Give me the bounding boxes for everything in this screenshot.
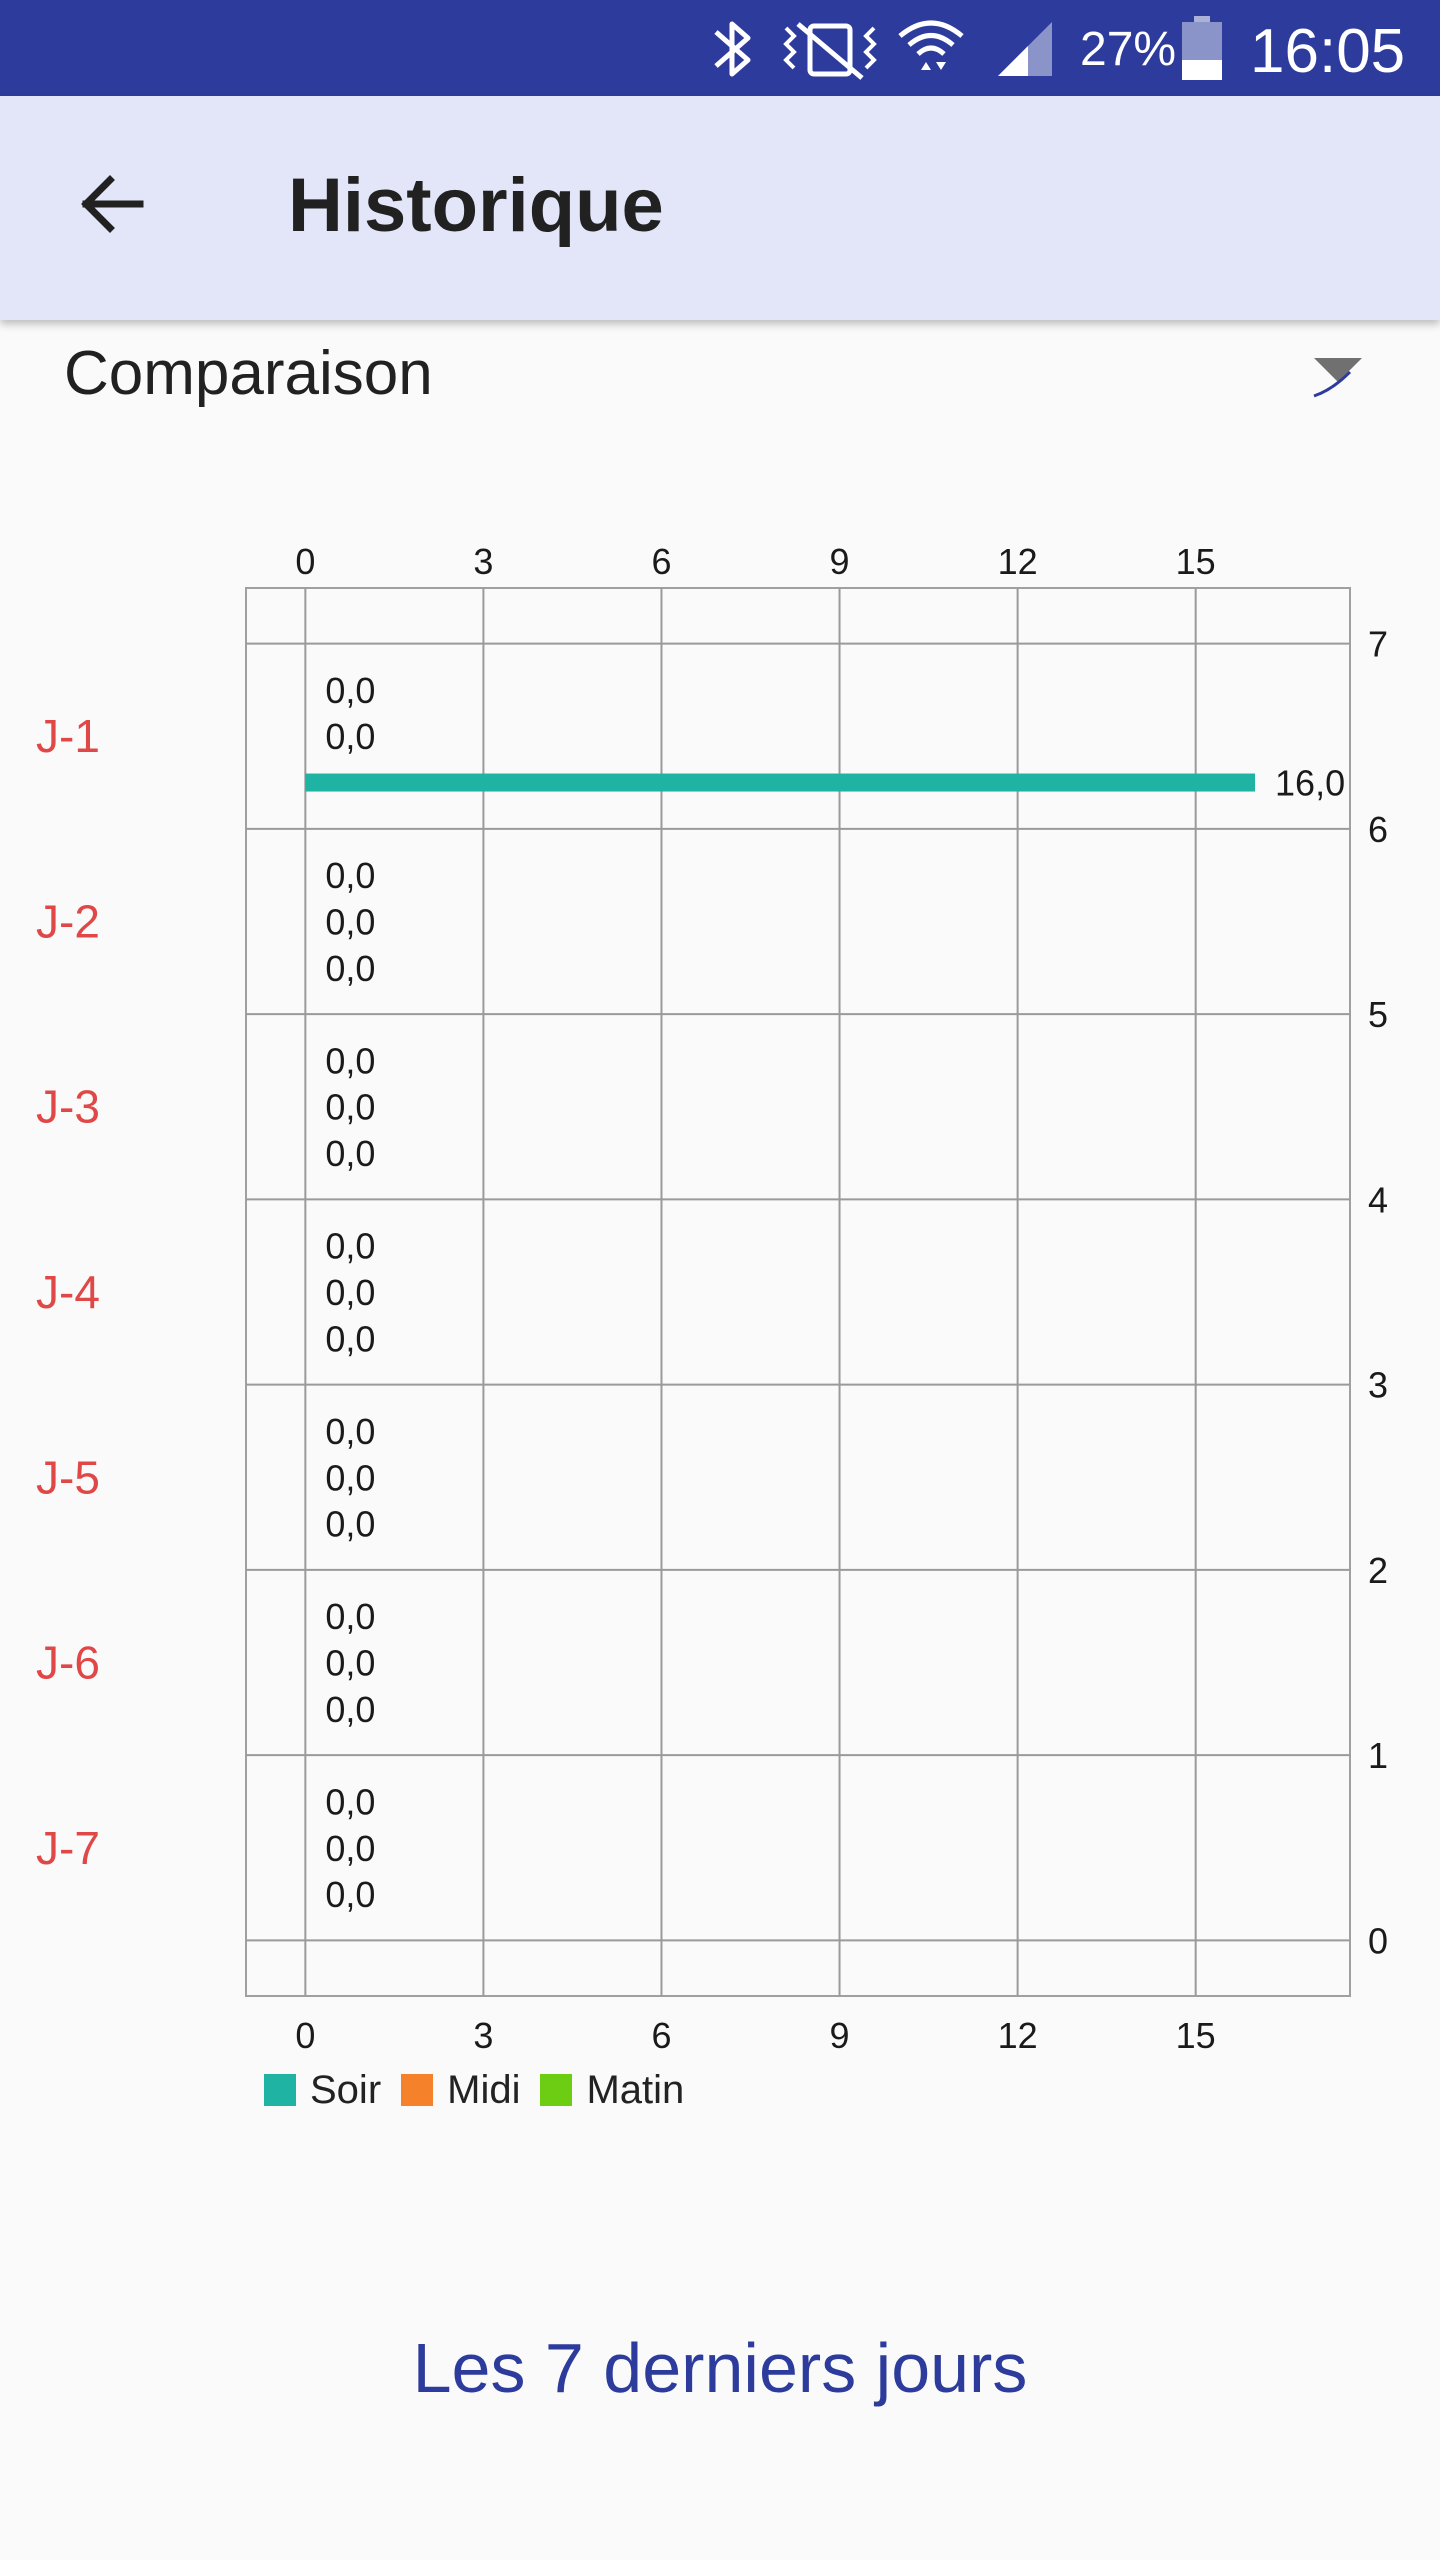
- value-tick-label-top: 6: [651, 541, 671, 582]
- index-tick-label: 6: [1368, 809, 1388, 850]
- bluetooth-icon: [714, 21, 751, 77]
- value-tick-label-top: 9: [830, 541, 850, 582]
- value-tick-label-bottom: 3: [473, 2015, 493, 2056]
- value-label: 0,0: [325, 1828, 375, 1869]
- index-tick-label: 0: [1368, 1920, 1388, 1961]
- value-label: 0,0: [325, 1318, 375, 1359]
- value-tick-label-top: 3: [473, 541, 493, 582]
- bar-soir: [305, 773, 1256, 792]
- battery-icon: [1182, 16, 1222, 80]
- battery-percent: 27%: [1080, 23, 1177, 76]
- value-label: 0,0: [325, 855, 375, 896]
- legend-swatch: [401, 2074, 434, 2106]
- value-labels: 0,0 0,0 16,0 0,0 0,0 0,0 0,0 0,0 0,0 0,0 0,0 0,0 0,0…: [325, 670, 1345, 1915]
- legend-swatch: [264, 2074, 296, 2106]
- value-label: 0,0: [325, 716, 375, 757]
- category-label: J-1: [36, 710, 100, 762]
- value-label: 0,0: [325, 1226, 375, 1267]
- page-title: Historique: [288, 163, 664, 248]
- value-tick-label-top: 15: [1176, 541, 1216, 582]
- legend-item-soir: Soir: [264, 2068, 381, 2113]
- legend-label: Soir: [310, 2067, 382, 2112]
- category-label: J-4: [36, 1266, 100, 1318]
- category-labels: J-1 J-2 J-3 J-4 J-5 J-6 J-7: [36, 710, 100, 1874]
- value-tick-label-bottom: 15: [1176, 2015, 1216, 2056]
- comparison-spinner[interactable]: Comparaison: [0, 320, 1440, 440]
- value-label: 16,0: [1275, 763, 1345, 804]
- value-label: 0,0: [325, 1272, 375, 1313]
- value-tick-label-bottom: 0: [295, 2015, 315, 2056]
- chart-grid: [245, 587, 1351, 1997]
- status-bar: 27% 16:05: [0, 0, 1440, 96]
- category-label: J-6: [36, 1637, 100, 1689]
- legend-label: Midi: [447, 2067, 521, 2112]
- value-label: 0,0: [325, 1643, 375, 1684]
- value-label: 0,0: [325, 1874, 375, 1915]
- value-label: 0,0: [325, 1504, 375, 1545]
- value-label: 0,0: [325, 1457, 375, 1498]
- legend-item-matin: Matin: [540, 2068, 684, 2113]
- index-tick-label: 2: [1368, 1550, 1388, 1591]
- wifi-icon: [898, 20, 964, 70]
- chart-bars: [305, 773, 1256, 792]
- signal-icon: [998, 22, 1052, 76]
- index-tick-label: 7: [1368, 624, 1388, 665]
- legend-item-midi: Midi: [401, 2068, 520, 2113]
- legend-label: Matin: [586, 2067, 685, 2112]
- value-tick-label-bottom: 9: [830, 2015, 850, 2056]
- dropdown-triangle-icon: [1313, 358, 1362, 398]
- value-label: 0,0: [325, 1596, 375, 1637]
- clock: 16:05: [1250, 17, 1406, 86]
- back-button[interactable]: [56, 148, 168, 260]
- index-tick-label: 3: [1368, 1365, 1388, 1406]
- plot-frame: [245, 587, 1351, 1997]
- value-tick-label-top: 12: [998, 541, 1038, 582]
- value-tick-label-top: 0: [295, 541, 315, 582]
- category-label: J-3: [36, 1081, 100, 1133]
- spinner-selected-value: Comparaison: [64, 339, 433, 408]
- index-tick-label: 4: [1368, 1179, 1388, 1220]
- value-tick-label-bottom: 12: [998, 2015, 1038, 2056]
- value-label: 0,0: [325, 1689, 375, 1730]
- last-7-days-link[interactable]: Les 7 derniers jours: [412, 2329, 1028, 2407]
- value-label: 0,0: [325, 670, 375, 711]
- category-label: J-5: [36, 1451, 100, 1503]
- category-label: J-7: [36, 1822, 100, 1874]
- chart-legend: Soir Midi Matin: [264, 2062, 704, 2118]
- value-label: 0,0: [325, 1411, 375, 1452]
- index-tick-label: 5: [1368, 994, 1388, 1035]
- value-label: 0,0: [325, 1087, 375, 1128]
- index-tick-label: 1: [1368, 1735, 1388, 1776]
- value-tick-label-bottom: 6: [651, 2015, 671, 2056]
- daily-comparison-chart: J-1J-2J-3J-4J-5J-6J-7 0,00,016,00,00,00,…: [36, 541, 1388, 2056]
- value-label: 0,0: [325, 948, 375, 989]
- value-label: 0,0: [325, 1781, 375, 1822]
- category-label: J-2: [36, 895, 100, 947]
- app-bar: Historique: [0, 96, 1440, 320]
- value-label: 0,0: [325, 901, 375, 942]
- legend-swatch: [540, 2074, 573, 2106]
- value-label: 0,0: [325, 1133, 375, 1174]
- value-label: 0,0: [325, 1040, 375, 1081]
- arrow-left-icon: [81, 175, 144, 233]
- vibrate-icon: [783, 22, 877, 80]
